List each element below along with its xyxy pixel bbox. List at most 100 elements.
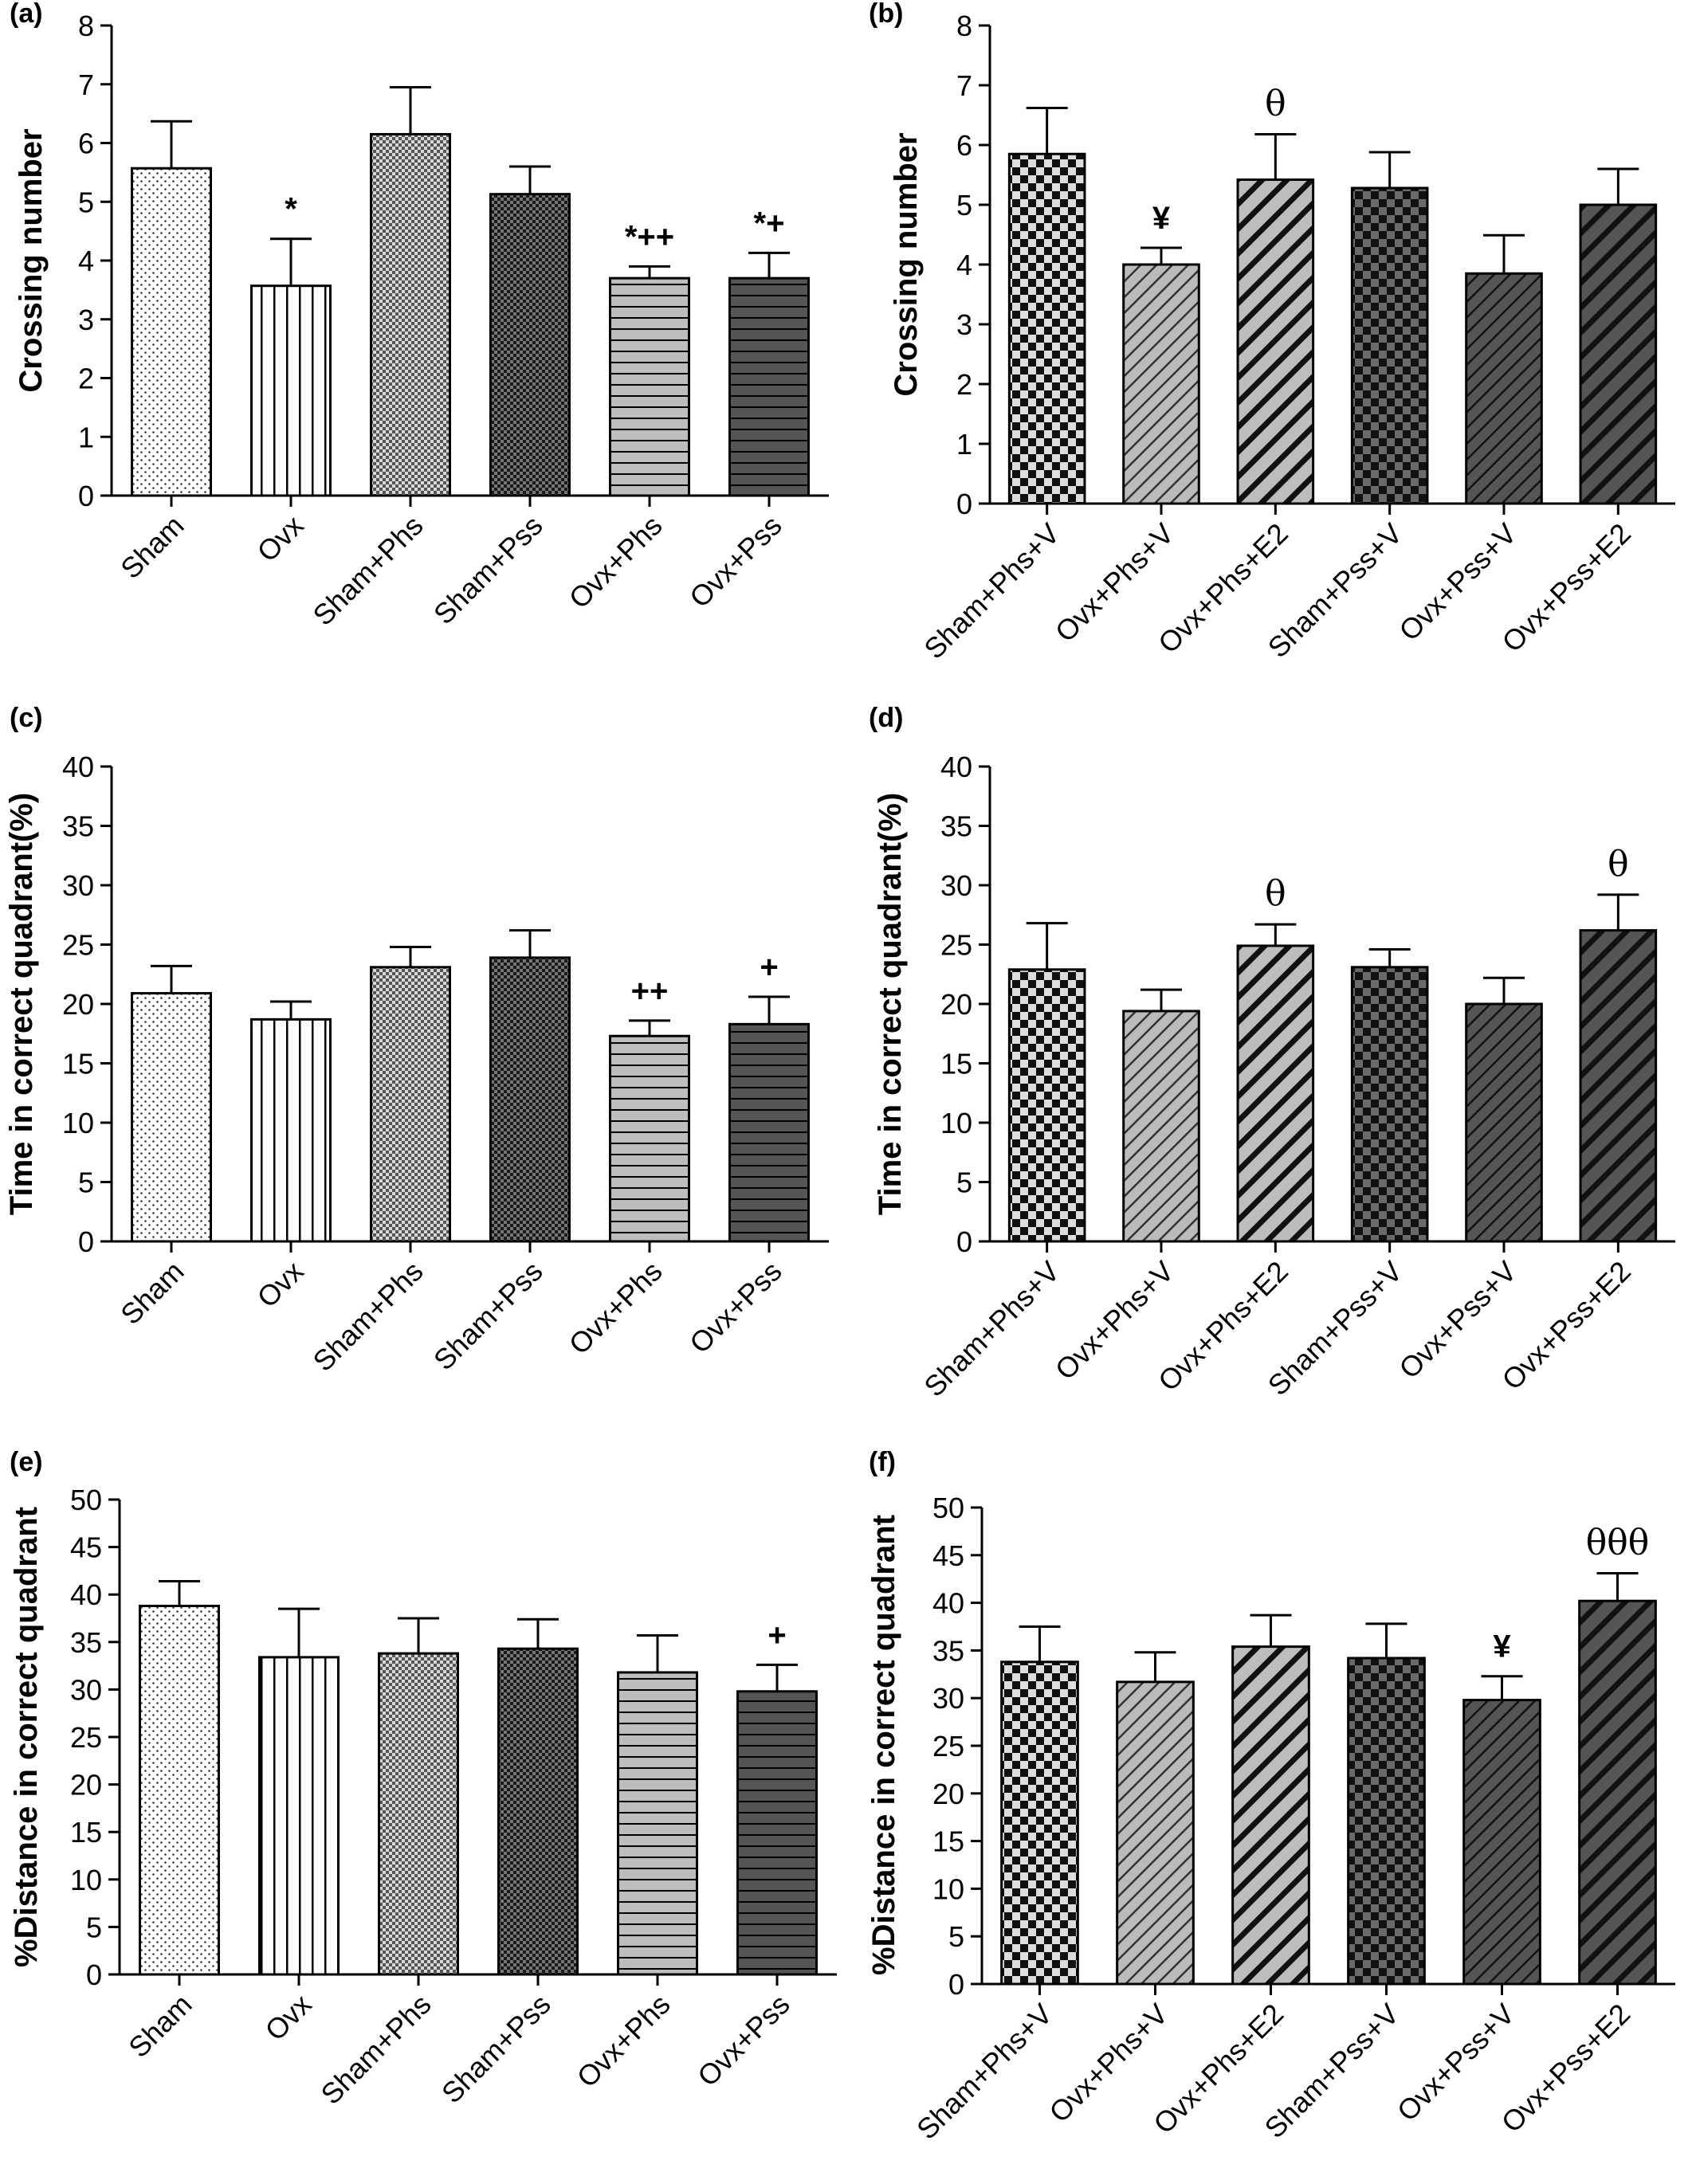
y-tick-label: 15 xyxy=(932,1825,964,1858)
y-tick-label: 20 xyxy=(932,1778,964,1810)
y-tick-label: 25 xyxy=(932,1730,964,1762)
significance-mark: *++ xyxy=(625,219,674,254)
y-axis-label: Crossing number xyxy=(889,132,924,396)
bar xyxy=(139,1605,220,1976)
y-axis-label: Crossing number xyxy=(14,128,49,392)
bar xyxy=(1579,203,1658,505)
y-tick-label: 7 xyxy=(956,69,972,102)
y-tick-label: 25 xyxy=(70,1721,102,1754)
y-tick-label: 40 xyxy=(940,751,972,783)
x-tick-label: Ovx xyxy=(258,1988,317,2047)
y-tick-label: 50 xyxy=(70,1484,102,1516)
x-tick-label: Ovx+Phs xyxy=(571,1988,677,2094)
y-tick-label: 20 xyxy=(940,988,972,1021)
bar xyxy=(489,956,571,1243)
y-tick-label: 8 xyxy=(956,10,972,42)
panel-label: (e) xyxy=(10,1447,43,1477)
bar xyxy=(1231,1645,1310,1986)
y-tick-label: 25 xyxy=(62,929,94,962)
chart-panel-4: (d) Time in correct quadrant(%) 0 5 10 15 20 25… xyxy=(869,703,1675,1403)
y-tick-label: 45 xyxy=(70,1531,102,1564)
x-tick-label: Sham xyxy=(122,1988,198,2064)
y-tick-label: 45 xyxy=(932,1539,964,1572)
bar xyxy=(489,193,571,497)
y-axis-label: Time in correct quadrant(%) xyxy=(4,793,39,1215)
significance-mark: ¥ xyxy=(1493,1629,1511,1664)
bar xyxy=(736,1690,818,1976)
x-tick-label: Ovx+Pss xyxy=(683,509,788,614)
y-tick-label: 2 xyxy=(956,368,972,401)
bar xyxy=(370,966,451,1243)
y-tick-label: 10 xyxy=(932,1872,964,1905)
x-tick-label: Sham+Phs xyxy=(306,509,429,632)
y-tick-label: 40 xyxy=(932,1587,964,1620)
y-tick-label: 30 xyxy=(70,1673,102,1706)
y-tick-label: 30 xyxy=(62,869,94,902)
bar xyxy=(1000,1661,1079,1986)
x-tick-label: Sham+Phs xyxy=(314,1988,437,2111)
bar xyxy=(617,1671,698,1976)
chart-panel-6: (f) %Distance in correct quadrant 0 5 10 15 20… xyxy=(866,1447,1675,2146)
bar xyxy=(378,1652,459,1976)
x-tick-label: Sham xyxy=(114,509,190,585)
chart-panel-3: (c) Time in correct quadrant(%) 0 5 10 15 20 25… xyxy=(4,703,829,1378)
significance-mark: + xyxy=(768,1617,786,1653)
bar xyxy=(609,276,690,497)
bar xyxy=(1465,272,1543,505)
bar xyxy=(250,1018,332,1243)
y-tick-label: 5 xyxy=(956,189,972,222)
x-tick-label: Sham xyxy=(114,1255,190,1331)
bar xyxy=(1347,1657,1426,1986)
y-tick-label: 0 xyxy=(956,488,972,520)
y-tick-label: 35 xyxy=(62,810,94,843)
chart-panel-2: (b)Crossing number012345678Sham+Phs+VOvx… xyxy=(869,0,1675,665)
y-tick-label: 1 xyxy=(78,421,94,453)
bar xyxy=(1007,152,1086,505)
significance-mark: * xyxy=(285,192,297,227)
bar xyxy=(1579,929,1658,1243)
bar xyxy=(728,276,810,497)
bar xyxy=(250,284,332,497)
bar xyxy=(1236,944,1315,1243)
y-tick-label: 0 xyxy=(956,1225,972,1258)
panel-label: (b) xyxy=(869,0,903,29)
significance-mark: θ xyxy=(1265,873,1286,914)
y-tick-label: 40 xyxy=(70,1578,102,1611)
y-axis-label: %Distance in correct quadrant xyxy=(866,1515,901,1975)
bar xyxy=(497,1647,579,1976)
bar xyxy=(1465,1002,1543,1243)
chart-panel-5: (e) %Distance in correct quadrant 0 5 10 15 20… xyxy=(9,1447,837,2111)
y-tick-label: 35 xyxy=(932,1634,964,1667)
bar xyxy=(1116,1680,1195,1986)
y-tick-label: 15 xyxy=(940,1048,972,1080)
significance-mark: ¥ xyxy=(1152,201,1171,236)
bar xyxy=(728,1022,810,1243)
significance-mark: *+ xyxy=(754,206,785,241)
y-tick-label: 35 xyxy=(940,810,972,843)
x-tick-label: Ovx xyxy=(250,1255,309,1314)
bar xyxy=(609,1034,690,1243)
y-tick-label: 20 xyxy=(62,988,94,1021)
significance-mark: θ xyxy=(1608,844,1629,884)
bar xyxy=(1350,186,1429,505)
y-tick-label: 20 xyxy=(70,1769,102,1802)
x-tick-label: Sham+Phs xyxy=(306,1255,429,1378)
bar xyxy=(258,1656,340,1976)
x-tick-label: Sham+Pss xyxy=(427,1255,549,1377)
x-tick-label: Ovx+Pss xyxy=(691,1988,796,2093)
x-tick-label: Ovx+Phs xyxy=(563,1255,669,1361)
y-tick-label: 2 xyxy=(78,363,94,395)
bar xyxy=(1236,178,1315,505)
y-tick-label: 3 xyxy=(956,308,972,341)
y-tick-label: 35 xyxy=(70,1626,102,1659)
y-tick-label: 10 xyxy=(940,1107,972,1139)
y-tick-label: 6 xyxy=(78,127,94,160)
bar xyxy=(370,132,451,497)
panel-label: (f) xyxy=(869,1447,896,1477)
x-tick-label: Ovx+Pss xyxy=(683,1255,788,1360)
bar xyxy=(1122,263,1200,505)
y-tick-label: 0 xyxy=(78,1225,94,1258)
x-tick-label: Ovx+Phs xyxy=(563,509,669,615)
bar xyxy=(1007,968,1086,1243)
